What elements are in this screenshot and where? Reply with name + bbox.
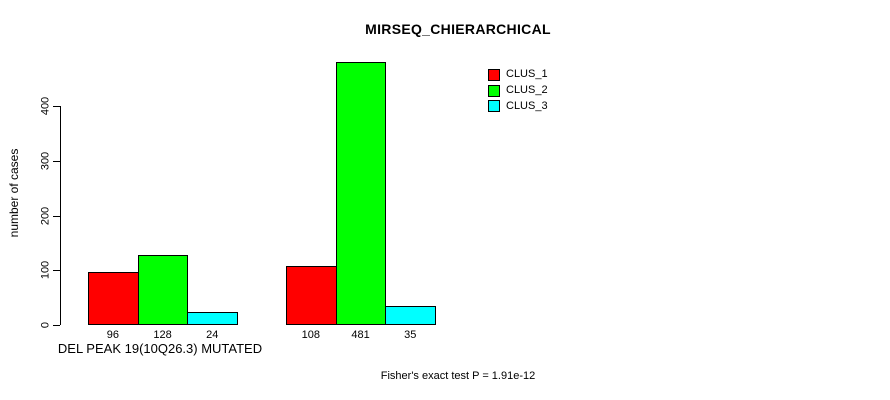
bar-value-label: 24	[206, 329, 219, 341]
y-axis-tick-label: 100	[39, 260, 52, 280]
legend-label: CLUS_1	[506, 68, 548, 81]
legend-item-clus_2: CLUS_2	[488, 83, 548, 99]
legend-swatch-icon	[488, 68, 500, 81]
legend-swatch-icon	[488, 84, 500, 97]
fisher-test-annotation: Fisher's exact test P = 1.91e-12	[380, 370, 536, 382]
bar-clus_1-group1	[88, 272, 139, 325]
legend: CLUS_1 CLUS_2 CLUS_3	[488, 67, 548, 114]
bar-value-label: 35	[404, 329, 417, 341]
bar-value-label: 481	[351, 329, 370, 341]
y-axis-tick	[53, 270, 60, 271]
bar-clus_1-group2	[286, 266, 337, 325]
legend-swatch-icon	[488, 100, 500, 113]
x-group-label: DEL PEAK 19(10Q26.3) MUTATED	[57, 341, 263, 356]
legend-label: CLUS_2	[506, 84, 548, 97]
bar-value-label: 108	[301, 329, 321, 341]
y-axis-line	[60, 106, 61, 325]
y-axis-tick-label: 200	[39, 206, 52, 226]
y-axis-tick	[53, 216, 60, 217]
y-axis-tick	[53, 106, 60, 107]
chart-title: MIRSEQ_CHIERARCHICAL	[365, 21, 551, 37]
legend-item-clus_3: CLUS_3	[488, 99, 548, 115]
bar-clus_2-group1	[138, 255, 188, 325]
bar-clus_2-group2	[336, 62, 386, 325]
y-axis-tick-label: 400	[39, 96, 52, 116]
y-axis-tick	[53, 161, 60, 162]
y-axis-label: number of cases	[7, 148, 21, 238]
bar-clus_3-group1	[187, 312, 238, 325]
y-axis-tick-label: 0	[39, 321, 52, 329]
bar-value-label: 128	[153, 329, 172, 341]
y-axis-tick-label: 300	[39, 151, 52, 171]
bar-value-label: 96	[106, 329, 119, 341]
legend-label: CLUS_3	[506, 99, 548, 112]
y-axis-tick	[53, 325, 60, 326]
bar-clus_3-group2	[385, 306, 436, 325]
legend-item-clus_1: CLUS_1	[488, 67, 548, 83]
